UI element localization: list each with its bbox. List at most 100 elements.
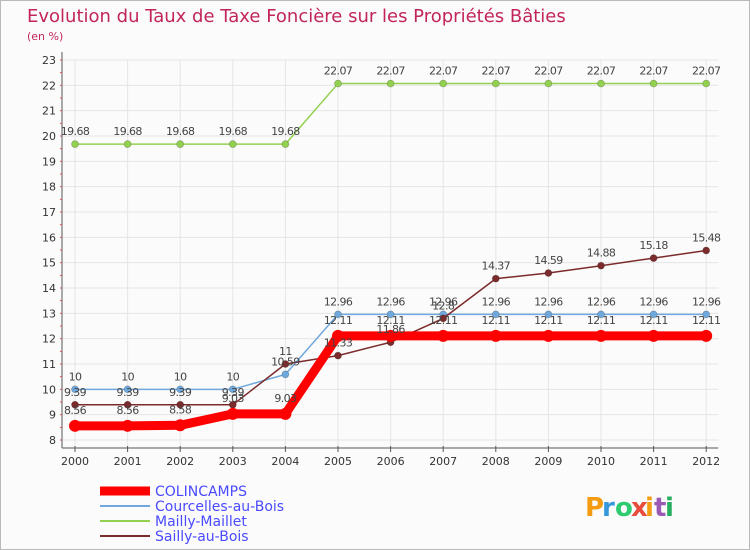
series-group (69, 79, 713, 432)
data-label: 12.96 (376, 295, 405, 308)
data-point (439, 79, 448, 88)
data-label: 22.07 (429, 65, 458, 78)
data-point (597, 310, 605, 319)
data-point (702, 310, 711, 319)
data-label: 12.96 (692, 295, 721, 308)
legend-item: COLINCAMPS (100, 484, 247, 500)
data-point (649, 310, 658, 319)
data-point (123, 385, 132, 394)
x-tick-label: 2011 (640, 455, 668, 468)
legend-label: COLINCAMPS (155, 484, 247, 500)
data-label: 15.48 (692, 232, 721, 245)
chart-title: Evolution du Taux de Taxe Foncière sur l… (27, 6, 566, 27)
data-point (332, 329, 344, 342)
data-label: 12.11 (692, 314, 721, 327)
data-label: 10 (174, 370, 187, 383)
data-point (544, 269, 553, 277)
data-label: 22.07 (376, 65, 405, 78)
y-tick-label: 17 (42, 206, 56, 219)
data-point (702, 246, 711, 255)
legend-label: Mailly-Maillet (155, 514, 247, 530)
data-point (700, 329, 713, 342)
x-tick-label: 2003 (219, 455, 247, 468)
data-point (176, 385, 185, 394)
data-label: 12.11 (587, 314, 616, 327)
data-point (544, 310, 553, 319)
data-point (176, 140, 185, 148)
y-tick-label: 11 (42, 358, 56, 371)
data-label: 12.96 (587, 295, 616, 308)
data-point (71, 400, 79, 409)
data-label: 9.03 (222, 392, 245, 405)
data-label: 10 (226, 370, 239, 383)
data-point (489, 329, 502, 342)
data-point (439, 314, 448, 323)
data-label: 12.11 (376, 314, 405, 327)
logo-letter: o (615, 493, 633, 523)
data-point (491, 79, 500, 88)
proxiti-logo: Pr oxi ti (585, 493, 674, 523)
data-label: 12.96 (429, 295, 458, 308)
legend-item: Courcelles-au-Bois (100, 499, 284, 515)
data-point (595, 329, 607, 342)
legend-item: Sailly-au-Bois (100, 529, 249, 545)
y-tick-label: 14 (42, 282, 56, 295)
y-tick-label: 9 (49, 409, 56, 422)
data-label: 10 (121, 370, 134, 383)
data-label: 9.39 (222, 386, 245, 399)
data-label: 12.96 (534, 295, 563, 308)
legend: COLINCAMPSCourcelles-au-BoisMailly-Maill… (100, 484, 284, 545)
data-label: 8.58 (169, 403, 192, 416)
logo-letter: P (585, 493, 604, 523)
x-tick-label: 2006 (377, 455, 405, 468)
data-point (228, 140, 237, 148)
y-tick-label: 16 (42, 231, 56, 244)
logo-letter: i (665, 493, 674, 523)
x-tick-label: 2000 (61, 455, 89, 468)
data-label: 19.68 (113, 125, 142, 138)
data-label: 9.03 (274, 392, 297, 405)
data-label: 22.07 (324, 65, 353, 78)
data-label: 11.33 (324, 337, 353, 350)
x-tick-label: 2012 (692, 455, 720, 468)
series-courcelles-au-bois (71, 310, 711, 394)
y-axis-unit: (en %) (27, 30, 63, 43)
logo-letter: x (631, 493, 648, 523)
x-tick-label: 2010 (587, 455, 615, 468)
y-tick-label: 19 (42, 155, 56, 168)
data-label: 19.68 (166, 125, 195, 138)
y-tick-label: 23 (42, 54, 56, 67)
data-point (334, 351, 342, 360)
data-label: 12.11 (639, 314, 668, 327)
data-label: 22.07 (534, 65, 563, 78)
data-point (279, 407, 292, 420)
data-label: 22.07 (587, 65, 616, 78)
data-point (281, 140, 290, 148)
data-label: 22.07 (639, 65, 668, 78)
data-point (542, 329, 555, 342)
axes: 8 9 10 11 12 13 14 15 16 17 18 19 20 21 22 23 2000 2001 20… (42, 52, 720, 468)
data-point (491, 274, 500, 283)
data-label: 12.96 (324, 295, 353, 308)
data-label: 22.07 (692, 65, 721, 78)
data-label: 14.59 (534, 254, 563, 267)
data-point (176, 400, 185, 409)
series-colincamps (69, 329, 713, 432)
x-tick-label: 2009 (534, 455, 562, 468)
data-point (491, 310, 500, 319)
data-point (334, 79, 342, 88)
data-label: 11.86 (376, 323, 405, 336)
data-point (544, 79, 553, 88)
data-labels: 8.56 8.56 8.58 9.03 9.03 12.11 12.11 12.11 12.11… (61, 65, 722, 417)
data-point (597, 261, 605, 270)
data-label: 12.8 (432, 299, 455, 312)
data-label: 19.68 (219, 125, 248, 138)
data-point (123, 400, 132, 409)
y-tick-label: 10 (42, 383, 56, 396)
data-label: 12.11 (534, 314, 563, 327)
data-label: 9.39 (169, 386, 192, 399)
data-point (174, 419, 187, 432)
data-point (121, 419, 134, 432)
